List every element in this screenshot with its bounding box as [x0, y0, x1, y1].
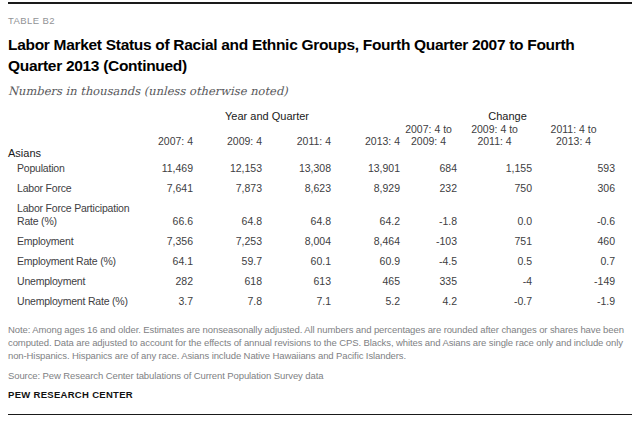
cell-value: 465	[331, 272, 400, 292]
row-label: Unemployment	[8, 272, 134, 292]
cell-value: 60.9	[331, 252, 400, 272]
cell-value: 684	[400, 159, 457, 179]
table-row-employment: Employment 7,356 7,253 8,004 8,464 -103 …	[8, 232, 615, 252]
cell-value: -0.6	[532, 199, 615, 232]
cell-value: 7.8	[193, 292, 262, 312]
change-column-header-2-line1: 2009: 4 to	[457, 123, 532, 135]
cell-value: 7,873	[193, 179, 262, 199]
year-column-header-2011: 2011: 4	[262, 123, 331, 147]
cell-value: 306	[532, 179, 615, 199]
cell-value: 64.2	[331, 199, 400, 232]
bottom-rule	[8, 414, 632, 415]
cell-value: 1,155	[457, 159, 532, 179]
table-label: TABLE B2	[8, 15, 632, 26]
change-group-header: Change	[400, 110, 615, 123]
row-label: Population	[8, 159, 134, 179]
cell-value: -103	[400, 232, 457, 252]
row-label: Unemployment Rate (%)	[8, 292, 134, 312]
table-row-unemployment-rate: Unemployment Rate (%) 3.7 7.8 7.1 5.2 4.…	[8, 292, 615, 312]
cell-value: 593	[532, 159, 615, 179]
cell-value: 460	[532, 232, 615, 252]
year-column-header-2009: 2009: 4	[193, 123, 262, 147]
cell-value: 7.1	[262, 292, 331, 312]
cell-value: -149	[532, 272, 615, 292]
cell-value: -1.9	[532, 292, 615, 312]
cell-value: 13,308	[262, 159, 331, 179]
subtitle: Numbers in thousands (unless otherwise n…	[8, 84, 632, 98]
cell-value: 66.6	[134, 199, 193, 232]
change-column-header-2-line2: 2011: 4	[457, 135, 532, 147]
cell-value: 8,623	[262, 179, 331, 199]
cell-value: 7,641	[134, 179, 193, 199]
year-column-header-2007: 2007: 4	[134, 123, 193, 147]
table-row-labor-force: Labor Force 7,641 7,873 8,623 8,929 232 …	[8, 179, 615, 199]
cell-value: 64.8	[193, 199, 262, 232]
row-label: Employment	[8, 232, 134, 252]
cell-value: 13,901	[331, 159, 400, 179]
cell-value: 0.7	[532, 252, 615, 272]
column-header-row: 2007: 4 2009: 4 2011: 4 2013: 4 2007: 4 …	[8, 123, 615, 147]
year-quarter-group-header: Year and Quarter	[134, 110, 400, 123]
cell-value: 7,253	[193, 232, 262, 252]
pew-research-center-wordmark: PEW RESEARCH CENTER	[8, 389, 632, 400]
cell-value: 11,469	[134, 159, 193, 179]
cell-value: 0.5	[457, 252, 532, 272]
cell-value: 12,153	[193, 159, 262, 179]
cell-value: 4.2	[400, 292, 457, 312]
change-column-header-3-line2: 2013: 4	[532, 135, 615, 147]
report-table-figure: TABLE B2 Labor Market Status of Racial a…	[0, 0, 640, 425]
cell-value: -4.5	[400, 252, 457, 272]
change-column-header-1: 2007: 4 to 2009: 4	[400, 123, 457, 147]
cell-value: 282	[134, 272, 193, 292]
cell-value: 64.1	[134, 252, 193, 272]
cell-value: 0.0	[457, 199, 532, 232]
cell-value: 7,356	[134, 232, 193, 252]
cell-value: -4	[457, 272, 532, 292]
table-row-participation-rate: Labor Force Participation Rate (%) 66.6 …	[8, 199, 615, 232]
cell-value: -0.7	[457, 292, 532, 312]
cell-value: 5.2	[331, 292, 400, 312]
cell-value: 8,464	[331, 232, 400, 252]
cell-value: 60.1	[262, 252, 331, 272]
cell-value: 613	[262, 272, 331, 292]
row-label: Employment Rate (%)	[8, 252, 134, 272]
source-text: Source: Pew Research Center tabulations …	[8, 370, 632, 381]
cell-value: 618	[193, 272, 262, 292]
cell-value: 750	[457, 179, 532, 199]
top-rule	[8, 2, 632, 4]
page-title: Labor Market Status of Racial and Ethnic…	[8, 34, 632, 76]
table-row-unemployment: Unemployment 282 618 613 465 335 -4 -149	[8, 272, 615, 292]
note-text: Note: Among ages 16 and older. Estimates…	[8, 323, 632, 362]
change-column-header-3-line1: 2011: 4 to	[532, 123, 615, 135]
cell-value: 3.7	[134, 292, 193, 312]
cell-value: 59.7	[193, 252, 262, 272]
year-column-header-2013: 2013: 4	[331, 123, 400, 147]
labor-market-table: Year and Quarter Change 2007: 4 2009: 4 …	[8, 110, 615, 312]
table-row-employment-rate: Employment Rate (%) 64.1 59.7 60.1 60.9 …	[8, 252, 615, 272]
cell-value: 8,929	[331, 179, 400, 199]
cell-value: 8,004	[262, 232, 331, 252]
change-column-header-2: 2009: 4 to 2011: 4	[457, 123, 532, 147]
section-header: Asians	[8, 147, 615, 159]
row-label: Labor Force	[8, 179, 134, 199]
cell-value: 64.8	[262, 199, 331, 232]
row-label: Labor Force Participation Rate (%)	[8, 199, 134, 232]
cell-value: 232	[400, 179, 457, 199]
change-column-header-3: 2011: 4 to 2013: 4	[532, 123, 615, 147]
cell-value: 335	[400, 272, 457, 292]
group-header-row: Year and Quarter Change	[8, 110, 615, 123]
section-header-row: Asians	[8, 147, 615, 159]
change-column-header-1-line1: 2007: 4 to	[400, 123, 457, 135]
table-row-population: Population 11,469 12,153 13,308 13,901 6…	[8, 159, 615, 179]
cell-value: -1.8	[400, 199, 457, 232]
change-column-header-1-line2: 2009: 4	[400, 135, 457, 147]
cell-value: 751	[457, 232, 532, 252]
